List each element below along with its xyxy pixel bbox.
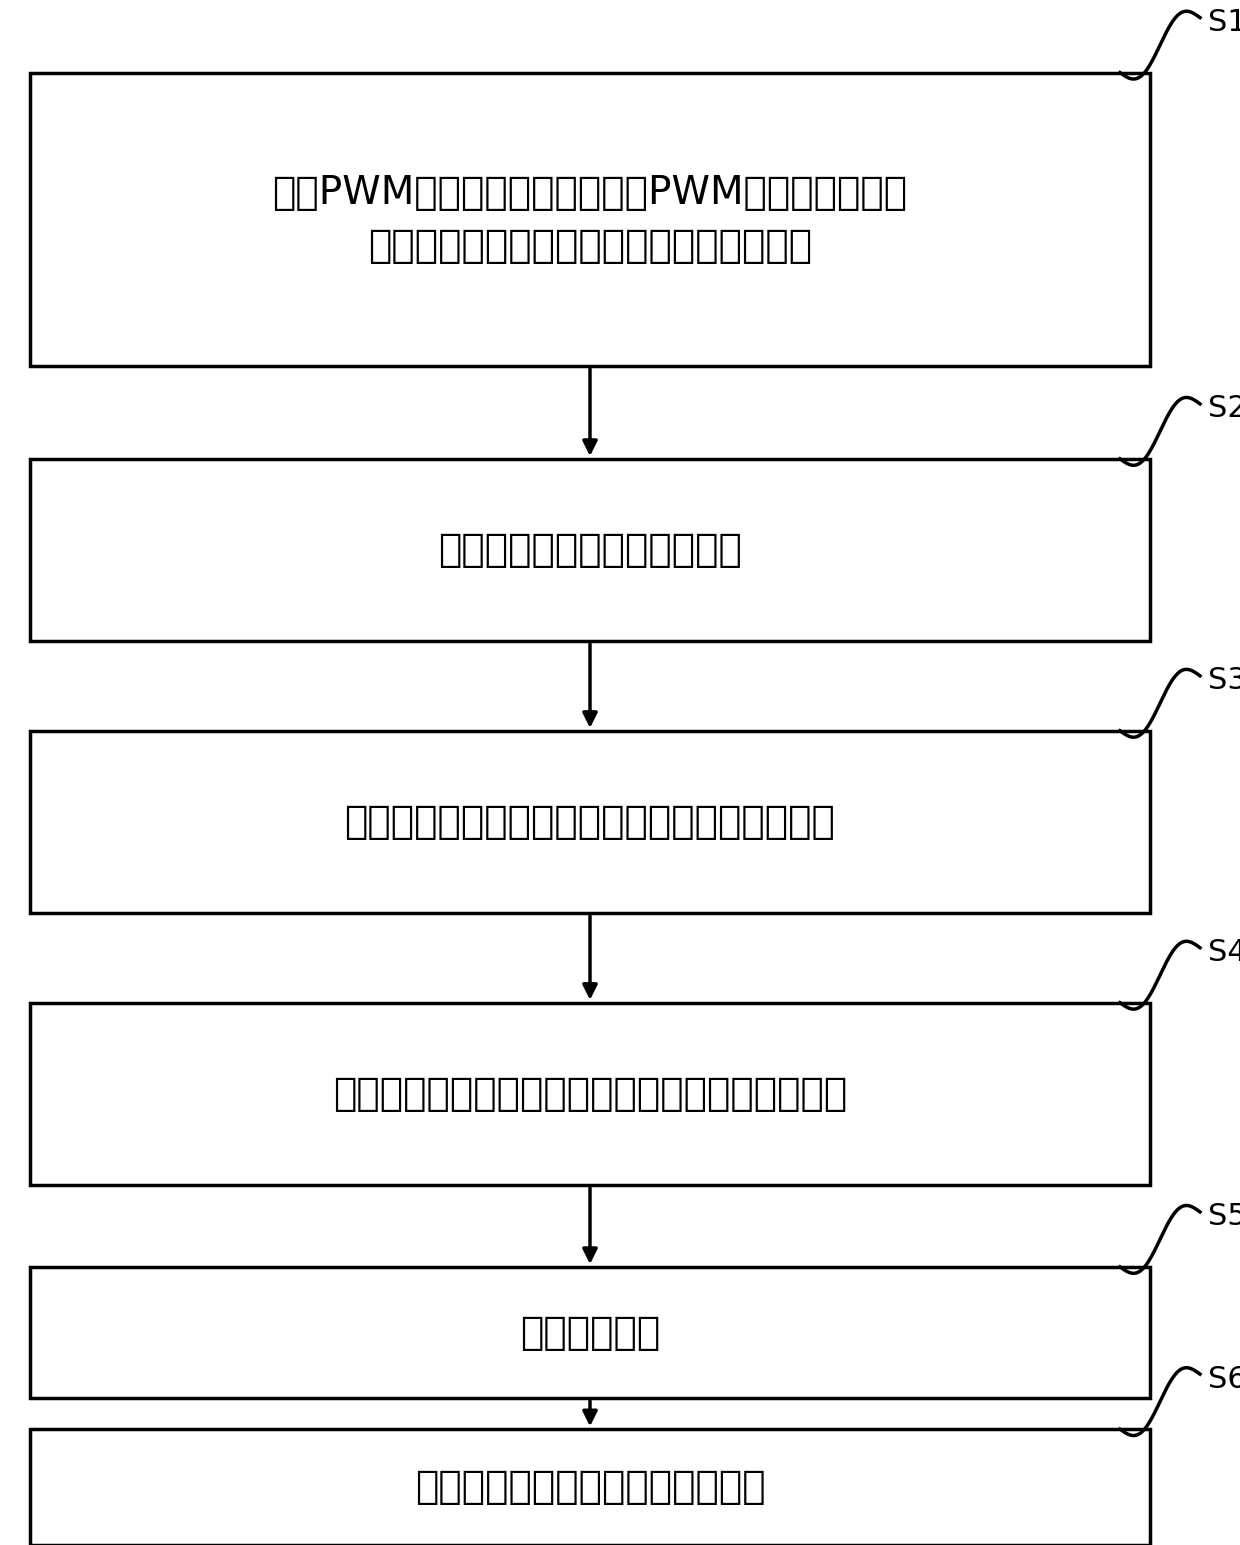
Text: 根据有效输出功率判断雾化组件含油量是否正常: 根据有效输出功率判断雾化组件含油量是否正常	[345, 803, 836, 840]
Bar	[30, 1003, 1149, 1185]
Bar	[30, 459, 1149, 641]
Text: 生成提示信息: 生成提示信息	[520, 1313, 660, 1352]
Text: 发送PWM控制信号至雾化组件，PWM控制信号用于控
制雾化组件保持在预设的目标温度恒温加热: 发送PWM控制信号至雾化组件，PWM控制信号用于控 制雾化组件保持在预设的目标温…	[273, 175, 908, 264]
Text: S100: S100	[1208, 8, 1240, 37]
Text: S600: S600	[1208, 1364, 1240, 1394]
Bar	[30, 1429, 1149, 1545]
Text: 发送提示信息至提示组件进行展示: 发送提示信息至提示组件进行展示	[414, 1468, 765, 1506]
Text: 若异常，则控制雾化组件降低输出功率或停止加热: 若异常，则控制雾化组件降低输出功率或停止加热	[332, 1075, 847, 1112]
Text: S400: S400	[1208, 938, 1240, 967]
Text: S300: S300	[1208, 666, 1240, 695]
Text: S500: S500	[1208, 1202, 1240, 1231]
Bar	[30, 1267, 1149, 1398]
Text: 计算雾化组件的有效输出功率: 计算雾化组件的有效输出功率	[438, 531, 742, 569]
Bar	[30, 73, 1149, 366]
Text: S200: S200	[1208, 394, 1240, 423]
Bar	[30, 731, 1149, 913]
